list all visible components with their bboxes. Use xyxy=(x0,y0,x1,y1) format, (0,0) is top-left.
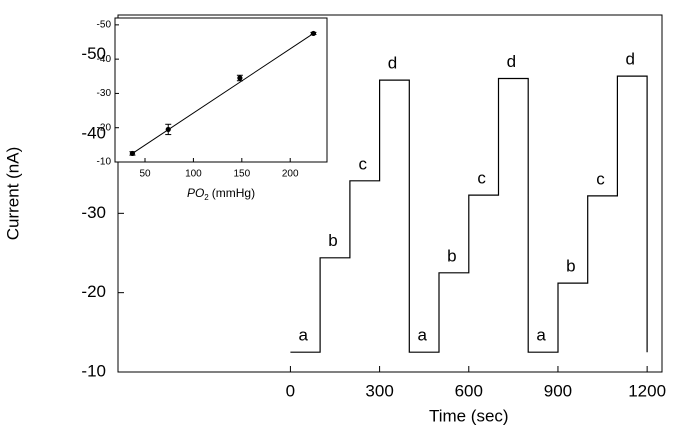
y-tick-label: -50 xyxy=(81,44,106,63)
x-tick-label: 1200 xyxy=(628,381,666,400)
inset-x-axis-label: PO2 (mmHg) xyxy=(187,186,255,202)
step-label: d xyxy=(388,54,397,73)
data-point xyxy=(129,150,136,157)
step-label: c xyxy=(477,169,486,188)
step-label: a xyxy=(299,326,309,345)
inset-y-tick-label: -10 xyxy=(97,157,112,168)
inset-x-tick-label: 200 xyxy=(282,169,299,180)
inset-y-tick-label: -30 xyxy=(97,88,112,99)
inset-y-tick-label: -50 xyxy=(97,19,112,30)
y-tick-label: -40 xyxy=(81,123,106,142)
data-point xyxy=(237,75,243,81)
x-tick-label: 900 xyxy=(544,381,572,400)
current-trace xyxy=(290,75,648,353)
data-point xyxy=(310,30,317,37)
step-label: a xyxy=(417,326,427,345)
label-sub: 2 xyxy=(204,193,209,202)
y-tick-label: -10 xyxy=(81,361,106,380)
fit-line xyxy=(132,33,314,154)
y-tick-label: -30 xyxy=(81,203,106,222)
step-label: d xyxy=(507,52,516,71)
label-unit: (mmHg) xyxy=(212,186,255,200)
data-point xyxy=(165,126,171,133)
y-tick-label: -20 xyxy=(81,282,106,301)
inset-x-tick-label: 50 xyxy=(139,169,151,180)
inset-y-tick-label: -20 xyxy=(97,122,112,133)
inset-x-tick-label: 150 xyxy=(233,169,250,180)
step-label: b xyxy=(328,231,337,250)
x-tick-label: 300 xyxy=(365,381,393,400)
step-label: b xyxy=(447,246,456,265)
x-tick-label: 0 xyxy=(286,381,295,400)
inset-x-tick-label: 100 xyxy=(185,169,202,180)
step-label: c xyxy=(596,169,605,188)
step-label: d xyxy=(626,50,635,69)
inset-frame xyxy=(114,17,328,163)
y-axis-label: Current (nA) xyxy=(3,147,22,241)
step-label: b xyxy=(566,257,575,276)
inset-y-tick-label: -40 xyxy=(97,54,112,65)
step-label: a xyxy=(536,326,546,345)
x-tick-label: 600 xyxy=(455,381,483,400)
plot-frame xyxy=(117,14,663,373)
label-main: PO xyxy=(187,186,204,200)
x-axis-label: Time (sec) xyxy=(429,406,509,425)
step-label: c xyxy=(358,154,367,173)
